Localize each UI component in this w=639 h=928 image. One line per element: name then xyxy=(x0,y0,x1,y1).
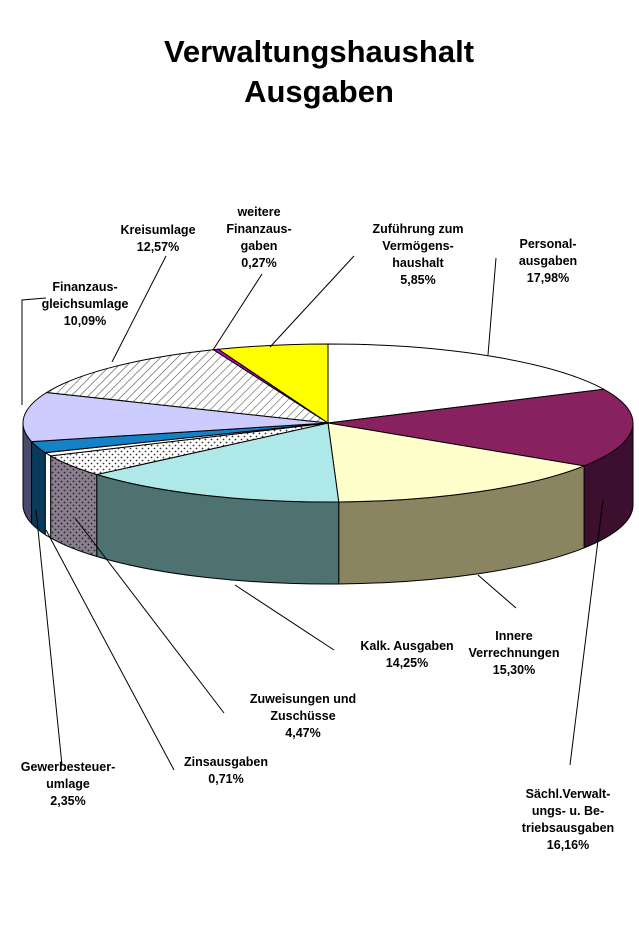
leader-line-gewerbesteuer-umlage xyxy=(35,509,63,766)
slice-kalk-ausgaben xyxy=(94,422,340,503)
slice-label-personal-ausgaben: Personal-ausgaben 17,98% xyxy=(519,237,577,285)
slice-label-line: ungs- u. Be- xyxy=(532,804,604,818)
slice-s-chl-verwalt-ungs-u-be-triebsausgaben xyxy=(327,388,634,467)
slice-value-label: 0,27% xyxy=(241,256,276,270)
slice-label-line: Finanzaus- xyxy=(226,222,291,236)
leader-line-kalk-ausgaben xyxy=(234,584,335,651)
leader-line-personal-ausgaben xyxy=(487,257,497,356)
slice-kreisumlage xyxy=(45,349,329,424)
leader-line-zinsausgaben xyxy=(45,529,175,771)
slice-value-label: 15,30% xyxy=(493,663,535,677)
slice-label-zuf-hrung-zum-verm-gens-haushalt: Zuführung zum Vermögens-haushalt 5,85% xyxy=(373,222,464,287)
slice-label-line: Verrechnungen xyxy=(469,646,560,660)
slice-zuf-hrung-zum-verm-gens-haushalt xyxy=(216,343,329,424)
slice-label-zuweisungen-und-zusch-sse: Zuweisungen und Zuschüsse 4,47% xyxy=(250,692,356,740)
slice-label-line: Zinsausgaben xyxy=(184,755,268,769)
slice-label-line: Zuführung zum xyxy=(373,222,464,236)
chart-title: Verwaltungshaushalt Ausgaben xyxy=(164,34,474,109)
pie-slices xyxy=(22,343,634,503)
chart-title-line-1: Verwaltungshaushalt xyxy=(164,34,474,69)
slice-side-zinsausgaben xyxy=(44,451,52,539)
slice-label-line: Gewerbesteuer- xyxy=(21,760,115,774)
slice-label-line: Finanzaus- xyxy=(52,280,117,294)
slice-label-weitere-finanzaus-gaben: weitere Finanzaus-gaben 0,27% xyxy=(226,205,291,270)
slice-label-line: haushalt xyxy=(392,256,444,270)
slice-label-line: Zuweisungen und xyxy=(250,692,356,706)
slice-side-gewerbesteuer-umlage xyxy=(31,440,46,536)
slice-value-label: 17,98% xyxy=(527,271,569,285)
leader-line-kreisumlage xyxy=(111,255,167,363)
slice-label-gewerbesteuer-umlage: Gewerbesteuer-umlage 2,35% xyxy=(21,760,115,808)
slice-label-line: weitere xyxy=(236,205,280,219)
slice-labels: Personal-ausgaben 17,98% Sächl.Verwalt-ung… xyxy=(21,205,614,852)
slice-label-line: Innere xyxy=(495,629,533,643)
leader-line-innere-verrechnungen xyxy=(477,574,517,609)
slice-value-label: 14,25% xyxy=(386,656,428,670)
slice-value-label: 2,35% xyxy=(50,794,85,808)
slice-label-line: Sächl.Verwalt- xyxy=(526,787,611,801)
leader-line-finanzaus-gleichsumlage xyxy=(21,297,47,405)
leader-lines xyxy=(21,255,604,771)
slice-finanzaus-gleichsumlage xyxy=(22,391,329,443)
slice-label-line: Zuschüsse xyxy=(270,709,335,723)
slice-label-line: Personal- xyxy=(520,237,577,251)
slice-value-label: 16,16% xyxy=(547,838,589,852)
slice-label-zinsausgaben: Zinsausgaben 0,71% xyxy=(184,755,268,786)
slice-value-label: 10,09% xyxy=(64,314,106,328)
slice-label-line: Kreisumlage xyxy=(120,223,195,237)
slice-value-label: 5,85% xyxy=(400,273,435,287)
slice-label-line: gleichsumlage xyxy=(42,297,129,311)
leader-line-weitere-finanzaus-gaben xyxy=(212,273,263,351)
slice-label-line: gaben xyxy=(241,239,278,253)
slice-label-innere-verrechnungen: Innere Verrechnungen 15,30% xyxy=(469,629,560,677)
slice-label-kalk-ausgaben: Kalk. Ausgaben 14,25% xyxy=(360,639,453,670)
slice-label-line: triebsausgaben xyxy=(522,821,614,835)
slice-personal-ausgaben xyxy=(327,343,606,424)
slice-label-line: Kalk. Ausgaben xyxy=(360,639,453,653)
slice-label-s-chl-verwalt-ungs-u-be-triebsausgaben: Sächl.Verwalt-ungs- u. Be-triebsausgaben… xyxy=(522,787,614,852)
slice-innere-verrechnungen xyxy=(327,422,586,503)
chart-title-line-2: Ausgaben xyxy=(244,74,394,109)
slice-label-line: umlage xyxy=(46,777,90,791)
leader-line-zuf-hrung-zum-verm-gens-haushalt xyxy=(269,255,355,348)
leader-line-s-chl-verwalt-ungs-u-be-triebsausgaben xyxy=(569,499,604,766)
slice-value-label: 4,47% xyxy=(285,726,320,740)
slice-label-line: Vermögens- xyxy=(382,239,454,253)
slice-label-finanzaus-gleichsumlage: Finanzaus-gleichsumlage 10,09% xyxy=(42,280,129,328)
slice-value-label: 0,71% xyxy=(208,772,243,786)
leader-line-zuweisungen-und-zusch-sse xyxy=(74,517,225,714)
slice-label-kreisumlage: Kreisumlage 12,57% xyxy=(120,223,195,254)
slice-label-line: ausgaben xyxy=(519,254,577,268)
slice-value-label: 12,57% xyxy=(137,240,179,254)
